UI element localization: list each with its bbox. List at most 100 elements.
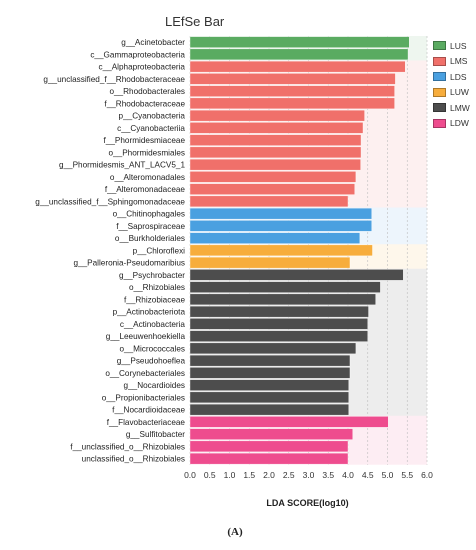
bar-label: g__Phormidesmis_ANT_LACV5_1 [59, 161, 186, 170]
bar-lmw [189, 354, 351, 367]
legend-item-luw: LUW [433, 85, 470, 101]
bar-lmw [189, 281, 381, 293]
bar-luw [189, 256, 351, 269]
legend-swatch [433, 103, 446, 113]
legend-item-lms: LMS [433, 54, 470, 70]
bar-lms [189, 73, 396, 85]
bar-label: c__Actinobacteria [120, 320, 186, 329]
bar-label: c__Cyanobacteriia [117, 124, 185, 133]
bar-label: o__Propionibacteriales [102, 393, 185, 402]
bar-lds [189, 207, 372, 220]
bar-lmw [189, 391, 349, 404]
bar-label: o__Burkholderiales [115, 234, 185, 243]
bar-lms [189, 97, 395, 110]
legend-label: LDS [450, 71, 467, 82]
legend-item-lmw: LMW [433, 100, 470, 116]
legend-swatch [433, 56, 446, 66]
bar-label: c__Alphaproteobacteria [99, 63, 186, 72]
bar-label: g__Psychrobacter [119, 271, 185, 280]
bar-lmw [189, 342, 357, 355]
bar-label: o__Alteromonadales [110, 173, 185, 182]
chart-title: LEfSe Bar [165, 14, 225, 29]
x-tick-label: 5.5 [401, 470, 413, 480]
bar-label: g__Acinetobacter [121, 38, 185, 47]
bar-lus [189, 48, 409, 61]
legend: LUS LMS LDS LUW LMW LDW [433, 38, 470, 131]
bar-label: o__Rhodobacterales [109, 87, 185, 96]
bar-ldw [189, 452, 349, 465]
bar-label: f__Phormidesmiaceae [104, 136, 186, 145]
bar-label: g__unclassified_f__Rhodobacteraceae [43, 75, 185, 84]
bar-lms [189, 60, 406, 73]
bar-label: f__Rhizobiaceae [124, 295, 185, 304]
bar-ldw [189, 416, 389, 428]
legend-label: LMW [450, 102, 470, 113]
bar-lds [189, 232, 361, 244]
legend-label: LUS [450, 40, 467, 51]
legend-item-lds: LDS [433, 69, 470, 85]
bar-label: o__Chitinophagales [113, 210, 185, 219]
bar-label: p__Chloroflexi [133, 246, 186, 255]
bar-label: o__Corynebacteriales [105, 369, 185, 378]
bar-label: f__Nocardioidaceae [112, 406, 185, 415]
panel-label: (A) [227, 526, 243, 538]
x-tick-label: 6.0 [421, 470, 433, 480]
x-tick-label: 1.0 [224, 470, 236, 480]
bar-lmw [189, 330, 368, 342]
bar-lms [189, 146, 362, 159]
bar-label: f__unclassified_o__Rhizobiales [70, 442, 185, 451]
bar-label: p__Actinobacteriota [113, 308, 186, 317]
bar-lms [189, 195, 349, 208]
bar-label: o__Micrococcales [119, 344, 185, 353]
bar-lms [189, 109, 365, 122]
legend-label: LUW [450, 87, 469, 98]
legend-item-lus: LUS [433, 38, 470, 54]
bar-label: g__Palleronia-Pseudomaribius [73, 259, 185, 268]
bar-label: g__Nocardioides [124, 381, 185, 390]
bar-label: f__Rhodobacteraceae [104, 99, 185, 108]
bar-label: o__Rhizobiales [129, 283, 185, 292]
legend-label: LMS [450, 56, 468, 67]
legend-swatch [433, 41, 446, 51]
bar-label: o__Phormidesmiales [109, 148, 185, 157]
x-tick-label: 0.5 [204, 470, 216, 480]
x-axis-label: LDA SCORE(log10) [266, 498, 349, 508]
bar-label: unclassified_o__Rhizobiales [82, 455, 185, 464]
bar-lms [189, 183, 355, 195]
x-tick-label: 3.0 [303, 470, 315, 480]
bar-label: g__Pseudohoeflea [117, 357, 186, 366]
bar-label: g__Sulfitobacter [126, 430, 185, 439]
bar-lms [189, 85, 395, 97]
bar-lmw [189, 305, 369, 318]
x-tick-label: 1.5 [243, 470, 255, 480]
x-tick-label: 4.0 [342, 470, 354, 480]
x-tick-label: 2.0 [263, 470, 275, 480]
bar-ldw [189, 428, 353, 440]
legend-swatch [433, 118, 446, 128]
bar-lmw [189, 293, 376, 306]
bar-lmw [189, 269, 404, 281]
bar-lmw [189, 403, 349, 416]
x-tick-label: 4.5 [362, 470, 374, 480]
bar-lms [189, 134, 362, 146]
bar-lus [189, 36, 410, 48]
bar-label: f__Alteromonadaceae [105, 185, 186, 194]
bar-label: g__Leeuwenhoekiella [106, 332, 186, 341]
bar-lmw [189, 379, 349, 391]
bar-label: f__Saprospiraceae [116, 222, 185, 231]
lefse-bar-chart: g__Acinetobacter c__Gammaproteobacteria c_… [35, 36, 433, 480]
bar-lmw [189, 318, 368, 330]
bar-label: f__Flavobacteriaceae [107, 418, 186, 427]
legend-swatch [433, 87, 446, 97]
x-tick-label: 2.5 [283, 470, 295, 480]
bar-label: c__Gammaproteobacteria [90, 50, 185, 59]
bar-lms [189, 122, 364, 134]
legend-label: LDW [450, 118, 469, 129]
bar-luw [189, 244, 373, 257]
bar-label: p__Cyanobacteria [119, 112, 186, 121]
bar-ldw [189, 440, 349, 453]
legend-item-ldw: LDW [433, 116, 470, 132]
bar-lms [189, 158, 361, 171]
bar-label: g__unclassified_f__Sphingomonadaceae [35, 197, 185, 206]
bar-lmw [189, 367, 351, 379]
